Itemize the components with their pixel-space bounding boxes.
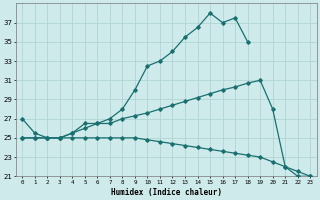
X-axis label: Humidex (Indice chaleur): Humidex (Indice chaleur) bbox=[111, 188, 222, 197]
